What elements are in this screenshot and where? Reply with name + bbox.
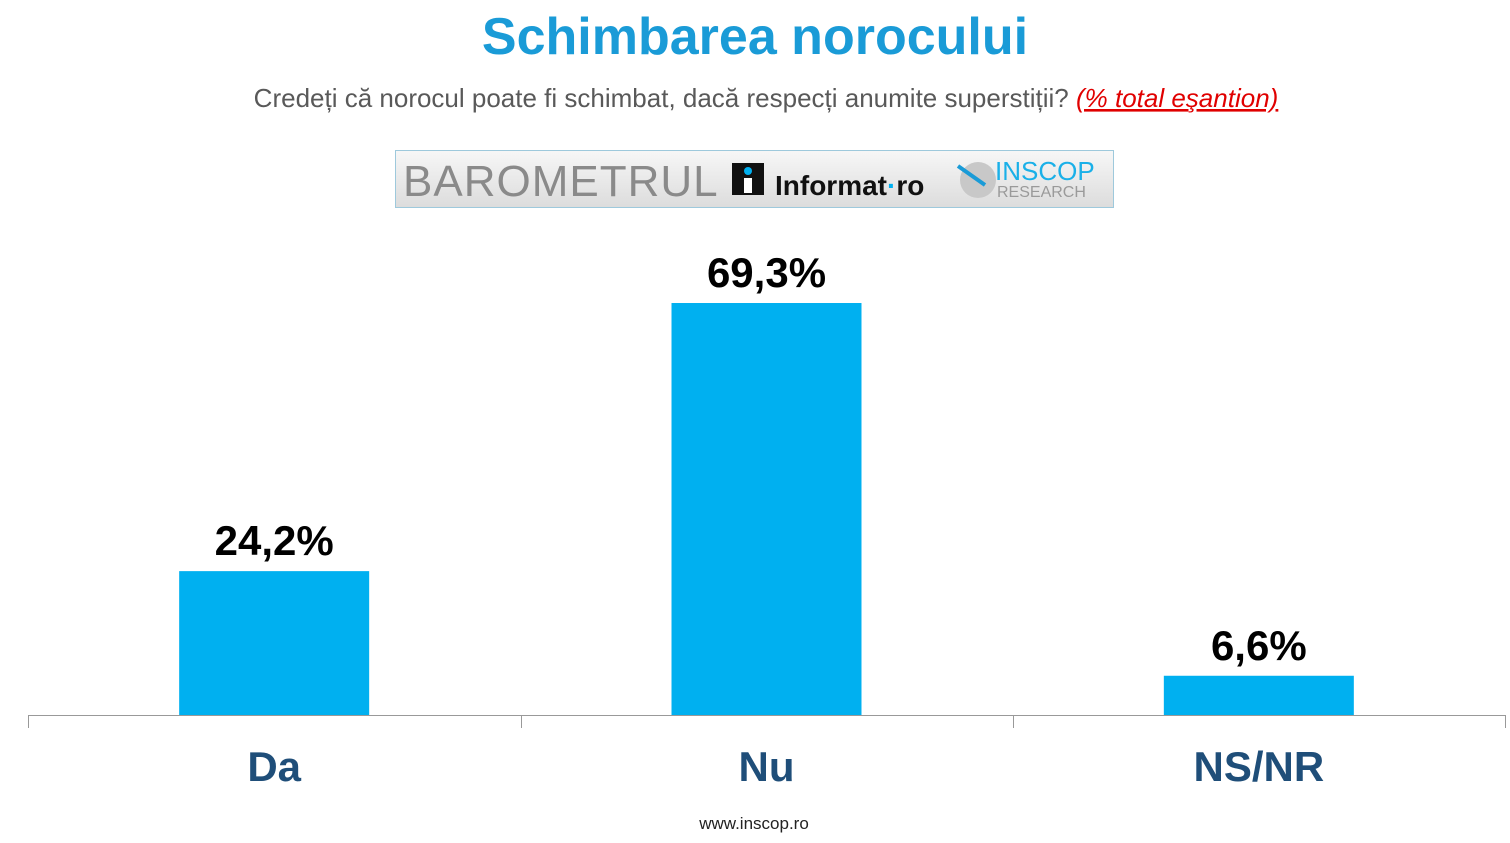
x-tick-label: Nu (739, 743, 795, 790)
subtitle-text: Credeți că norocul poate fi schimbat, da… (254, 83, 1069, 113)
logo: BAROMETRUL Informat·ro INSCOP RESEARCH (395, 150, 1114, 208)
logo-icon-bar (744, 178, 752, 193)
logo-brand: INSCOP (995, 156, 1095, 186)
bar (179, 571, 370, 715)
chart-title: Schimbarea norocului (482, 8, 1028, 66)
data-label: 69,3% (707, 249, 826, 296)
logo-partner-suffix: ro (896, 170, 924, 201)
logo-icon-dot (744, 167, 752, 175)
logo-swoosh (956, 164, 987, 187)
bar (671, 303, 862, 715)
subtitle-note: (% total eşantion) (1076, 83, 1278, 113)
x-axis (28, 715, 1506, 728)
logo-brand-sub: RESEARCH (997, 184, 1086, 201)
chart-subtitle: Credeți că norocul poate fi schimbat, da… (254, 83, 1279, 113)
x-tick-label: NS/NR (1193, 743, 1324, 790)
logo-barometer: BAROMETRUL (403, 157, 719, 206)
logo-partner: Informat·ro (775, 170, 924, 201)
bar (1163, 675, 1354, 715)
data-label: 24,2% (215, 517, 334, 564)
footer: www.inscop.ro (698, 814, 809, 833)
logo-dot: · (887, 170, 896, 201)
x-tick-label: Da (247, 743, 301, 790)
data-label: 6,6% (1211, 622, 1307, 669)
logo-partner-name: Informat (775, 170, 887, 201)
